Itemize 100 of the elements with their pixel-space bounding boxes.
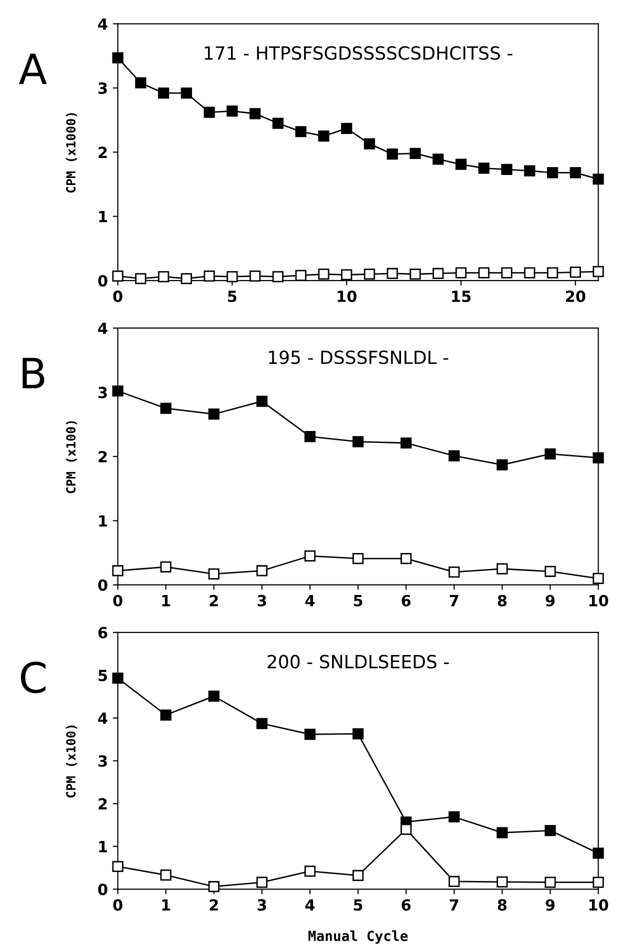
x-tick-label: 2: [210, 594, 218, 606]
point: [410, 268, 421, 280]
point: [544, 566, 556, 577]
point: [208, 408, 220, 420]
y-tick-label: 2: [98, 450, 107, 462]
x-tick-label: 6: [402, 594, 411, 606]
point: [592, 848, 604, 859]
x-tick-label: 7: [450, 899, 458, 911]
y-tick-label: 6: [98, 626, 108, 638]
point: [256, 396, 268, 407]
point: [496, 876, 508, 888]
point: [341, 269, 352, 280]
x-tick-label: 0: [113, 290, 122, 302]
y-tick-label: 4: [98, 322, 108, 334]
point: [570, 266, 581, 278]
x-tick-label: 4: [305, 899, 315, 911]
point: [135, 273, 146, 284]
point: [304, 431, 316, 442]
point: [544, 825, 556, 836]
point: [592, 452, 604, 464]
point: [352, 870, 364, 882]
point: [410, 148, 421, 159]
x-tick-label: 5: [354, 899, 362, 911]
point: [496, 563, 508, 574]
point: [592, 876, 604, 888]
x-tick-label: 1: [162, 595, 170, 606]
y-tick-label: 4: [98, 18, 108, 30]
point: [501, 267, 512, 278]
x-tick-label: 5: [228, 290, 236, 302]
point: [160, 870, 172, 881]
x-tick-label: 3: [258, 594, 266, 606]
point: [160, 402, 172, 414]
y-tick-label: 1: [99, 211, 108, 222]
x-tick-label: 10: [589, 594, 608, 606]
point: [256, 718, 268, 730]
point: [496, 459, 508, 470]
point: [208, 881, 220, 892]
x-tick-label: 8: [498, 594, 507, 606]
point: [304, 866, 316, 877]
text: C: [20, 662, 46, 694]
point: [318, 268, 330, 280]
y-tick-label: 3: [98, 82, 107, 94]
point: [432, 154, 444, 165]
point: [304, 550, 316, 562]
point: [226, 106, 238, 117]
point: [208, 690, 220, 702]
x-tick-label: 7: [450, 595, 458, 606]
x-tick-label: 3: [258, 899, 266, 911]
point: [160, 561, 172, 572]
point: [158, 88, 170, 99]
point: [478, 162, 490, 174]
point: [386, 148, 398, 160]
text: A: [18, 54, 47, 84]
y-tick-label: 4: [98, 712, 108, 724]
point: [272, 271, 284, 282]
y-tick-label: 3: [98, 755, 107, 767]
x-tick-label: 8: [498, 899, 507, 911]
x-tick-label: 4: [305, 595, 315, 606]
point: [448, 566, 460, 578]
x-tick-label: 15: [452, 290, 471, 302]
point: [318, 130, 330, 142]
x-tick-label: 10: [338, 290, 357, 302]
point: [352, 436, 364, 448]
y-tick-label: 5: [98, 670, 108, 682]
point: [112, 672, 124, 684]
point: [112, 860, 124, 872]
y-tick-label: 1: [99, 515, 108, 526]
point: [400, 552, 412, 564]
y-tick-label: 2: [98, 146, 107, 158]
point: [400, 824, 412, 835]
point: [341, 122, 352, 134]
point: [112, 52, 124, 64]
y-axis-title: CPM (x1000): [66, 113, 78, 193]
annotation: 200 - SNLDLSEEDS -: [268, 654, 449, 668]
point: [592, 266, 604, 278]
point: [455, 158, 467, 170]
point: [295, 126, 306, 138]
point: [256, 876, 268, 888]
x-tick-label: 6: [402, 899, 411, 911]
point: [570, 167, 581, 178]
y-tick-label: 1: [99, 841, 108, 852]
text: B: [22, 358, 44, 388]
point: [112, 270, 124, 282]
x-tick-label: 9: [546, 594, 555, 606]
x-tick-label: 10: [589, 899, 608, 911]
point: [352, 728, 364, 740]
x-axis-title: Manual Cycle: [308, 930, 408, 944]
point: [546, 167, 558, 178]
point: [496, 827, 508, 838]
y-axis-title: CPM (x100): [66, 421, 78, 494]
point: [364, 138, 376, 150]
point: [180, 273, 192, 284]
point: [544, 876, 556, 888]
y-tick-label: 0: [98, 275, 108, 287]
y-axis-title: CPM (x100): [66, 726, 78, 798]
point: [204, 270, 215, 282]
point: [226, 271, 238, 282]
point: [250, 270, 261, 282]
y-tick-label: 3: [98, 386, 107, 398]
point: [448, 450, 460, 462]
